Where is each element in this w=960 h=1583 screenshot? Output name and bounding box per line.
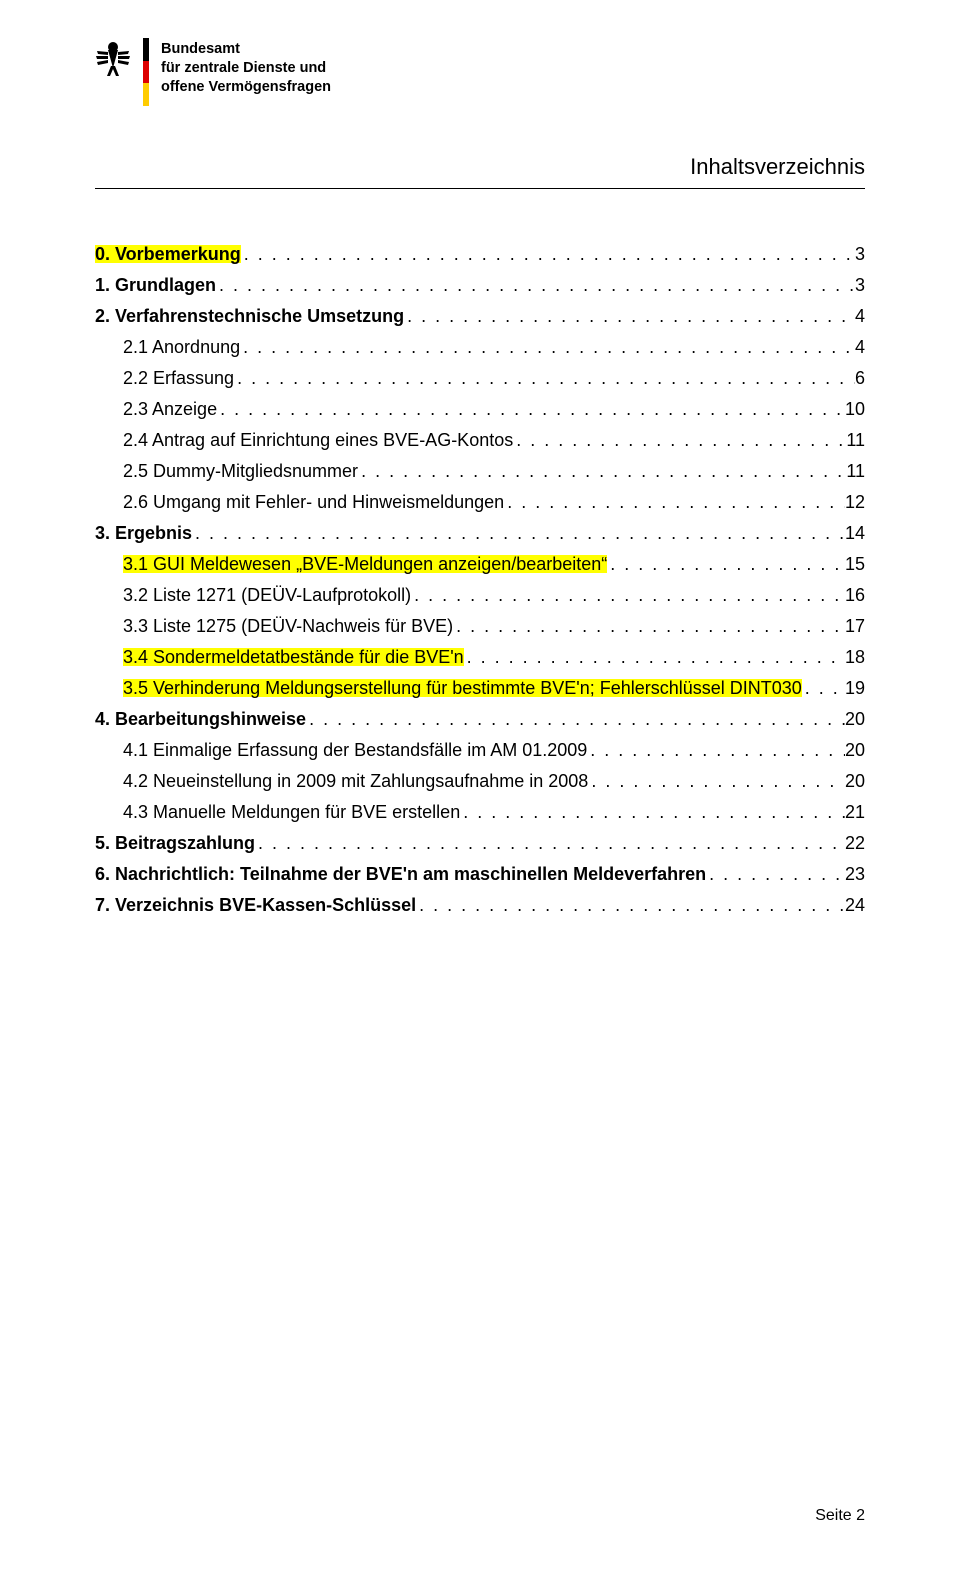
toc-leader-dots: . . . . . . . . . . . . . . . . . . . . … <box>306 710 845 728</box>
toc-entry-page: 17 <box>845 617 865 635</box>
page-title: Inhaltsverzeichnis <box>95 154 865 189</box>
toc-entry[interactable]: 2. Verfahrenstechnische Umsetzung. . . .… <box>95 307 865 325</box>
toc-entry-page: 3 <box>855 245 865 263</box>
page-container: Bundesamt für zentrale Dienste und offen… <box>0 0 960 967</box>
toc-leader-dots: . . . . . . . . . . . . . . . . . . . . … <box>411 586 845 604</box>
toc-entry-page: 4 <box>855 338 865 356</box>
toc-entry-label: 4.2 Neueinstellung in 2009 mit Zahlungsa… <box>123 772 588 790</box>
toc-entry-label: 4.1 Einmalige Erfassung der Bestandsfäll… <box>123 741 587 759</box>
toc-leader-dots: . . . . . . . . . . . . . . . . . . . . … <box>216 276 855 294</box>
toc-entry-label: 3.3 Liste 1275 (DEÜV-Nachweis für BVE) <box>123 617 453 635</box>
toc-entry-page: 11 <box>846 431 865 449</box>
toc-entry[interactable]: 7. Verzeichnis BVE-Kassen-Schlüssel. . .… <box>95 896 865 914</box>
toc-leader-dots: . . . . . . . . . . . . . . . . . . . . … <box>358 462 846 480</box>
toc-entry-page: 19 <box>845 679 865 697</box>
toc-entry-label: 6. Nachrichtlich: Teilnahme der BVE'n am… <box>95 865 706 883</box>
toc-entry-label: 3.4 Sondermeldetatbestände für die BVE'n <box>123 648 464 666</box>
toc-entry[interactable]: 3.4 Sondermeldetatbestände für die BVE'n… <box>123 648 865 666</box>
toc-entry[interactable]: 3.3 Liste 1275 (DEÜV-Nachweis für BVE). … <box>123 617 865 635</box>
toc-entry-label: 2.5 Dummy-Mitgliedsnummer <box>123 462 358 480</box>
header-logo: Bundesamt für zentrale Dienste und offen… <box>95 38 865 106</box>
toc-entry-label: 3.1 GUI Meldewesen „BVE-Meldungen anzeig… <box>123 555 607 573</box>
toc-entry[interactable]: 6. Nachrichtlich: Teilnahme der BVE'n am… <box>95 865 865 883</box>
toc-entry-label: 2. Verfahrenstechnische Umsetzung <box>95 307 404 325</box>
toc-leader-dots: . . . . . . . . . . . . . . . . . . . . … <box>234 369 855 387</box>
toc-entry[interactable]: 4. Bearbeitungshinweise. . . . . . . . .… <box>95 710 865 728</box>
toc-entry-page: 20 <box>845 772 865 790</box>
toc-entry-page: 14 <box>845 524 865 542</box>
toc-leader-dots: . . . . . . . . . . . . . . . . . . . . … <box>240 338 855 356</box>
toc-entry[interactable]: 3. Ergebnis. . . . . . . . . . . . . . .… <box>95 524 865 542</box>
toc-entry-page: 16 <box>845 586 865 604</box>
toc-entry-page: 23 <box>845 865 865 883</box>
toc-entry-label: 2.3 Anzeige <box>123 400 217 418</box>
toc-leader-dots: . . . . . . . . . . . . . . . . . . . . … <box>217 400 845 418</box>
toc-leader-dots: . . . . . . . . . . . . . . . . . . . . … <box>404 307 855 325</box>
toc-entry-page: 11 <box>846 462 865 480</box>
toc-leader-dots: . . . . . . . . . . . . . . . . . . . . … <box>453 617 845 635</box>
toc-entry-label: 3. Ergebnis <box>95 524 192 542</box>
toc-entry-page: 15 <box>845 555 865 573</box>
toc-entry-page: 20 <box>845 710 865 728</box>
toc-entry[interactable]: 3.5 Verhinderung Meldungserstellung für … <box>123 679 865 697</box>
toc-entry[interactable]: 4.2 Neueinstellung in 2009 mit Zahlungsa… <box>123 772 865 790</box>
table-of-contents: 0. Vorbemerkung . . . . . . . . . . . . .… <box>95 245 865 914</box>
toc-leader-dots: . . . . . . . . . . . . . . . . . . . . … <box>587 741 845 759</box>
toc-leader-dots: . . . . . . . . . . . . . . . . . . . . … <box>513 431 846 449</box>
toc-entry[interactable]: 2.2 Erfassung. . . . . . . . . . . . . .… <box>123 369 865 387</box>
toc-entry-page: 10 <box>845 400 865 418</box>
toc-entry-page: 22 <box>845 834 865 852</box>
toc-entry[interactable]: 2.4 Antrag auf Einrichtung eines BVE-AG-… <box>123 431 865 449</box>
toc-entry-page: 6 <box>855 369 865 387</box>
toc-entry[interactable]: 5. Beitragszahlung. . . . . . . . . . . … <box>95 834 865 852</box>
toc-entry[interactable]: 2.1 Anordnung. . . . . . . . . . . . . .… <box>123 338 865 356</box>
toc-entry[interactable]: 4.1 Einmalige Erfassung der Bestandsfäll… <box>123 741 865 759</box>
toc-leader-dots: . . . . . . . . . . . . . . . . . . . . … <box>588 772 845 790</box>
agency-line1: Bundesamt <box>161 41 240 57</box>
toc-entry-page: 18 <box>845 648 865 666</box>
toc-leader-dots: . . . . . . . . . . . . . . . . . . . . … <box>255 834 845 852</box>
toc-entry-label: 4.3 Manuelle Meldungen für BVE erstellen <box>123 803 460 821</box>
toc-leader-dots: . . . . . . . . . . . . . . . . . . . . … <box>607 555 845 573</box>
toc-entry[interactable]: 3.1 GUI Meldewesen „BVE-Meldungen anzeig… <box>123 555 865 573</box>
toc-leader-dots: . . . . . . . . . . . . . . . . . . . . … <box>460 803 845 821</box>
toc-entry-label: 5. Beitragszahlung <box>95 834 255 852</box>
toc-entry-page: 24 <box>845 896 865 914</box>
toc-entry-label: 7. Verzeichnis BVE-Kassen-Schlüssel <box>95 896 416 914</box>
toc-entry-label: 1. Grundlagen <box>95 276 216 294</box>
toc-entry[interactable]: 2.5 Dummy-Mitgliedsnummer. . . . . . . .… <box>123 462 865 480</box>
agency-line3: offene Vermögensfragen <box>161 79 331 95</box>
german-flag-bar <box>143 38 149 106</box>
toc-entry[interactable]: 2.3 Anzeige. . . . . . . . . . . . . . .… <box>123 400 865 418</box>
toc-leader-dots: . . . . . . . . . . . . . . . . . . . . … <box>802 679 845 697</box>
toc-entry-label: 2.4 Antrag auf Einrichtung eines BVE-AG-… <box>123 431 513 449</box>
footer-page-number: Seite 2 <box>815 1507 865 1525</box>
toc-entry[interactable]: 2.6 Umgang mit Fehler- und Hinweismeldun… <box>123 493 865 511</box>
agency-line2: für zentrale Dienste und <box>161 60 326 76</box>
toc-entry[interactable]: 3.2 Liste 1271 (DEÜV-Laufprotokoll). . .… <box>123 586 865 604</box>
toc-entry-page: 12 <box>845 493 865 511</box>
toc-entry[interactable]: 0. Vorbemerkung. . . . . . . . . . . . .… <box>95 245 865 263</box>
toc-leader-dots: . . . . . . . . . . . . . . . . . . . . … <box>416 896 845 914</box>
toc-entry[interactable]: 4.3 Manuelle Meldungen für BVE erstellen… <box>123 803 865 821</box>
toc-leader-dots: . . . . . . . . . . . . . . . . . . . . … <box>464 648 845 666</box>
toc-entry-label: 2.1 Anordnung <box>123 338 240 356</box>
toc-entry-page: 20 <box>845 741 865 759</box>
toc-entry-label: 0. Vorbemerkung <box>95 245 241 263</box>
toc-entry-label: 2.6 Umgang mit Fehler- und Hinweismeldun… <box>123 493 504 511</box>
toc-entry-page: 3 <box>855 276 865 294</box>
toc-leader-dots: . . . . . . . . . . . . . . . . . . . . … <box>192 524 845 542</box>
toc-entry-label: 4. Bearbeitungshinweise <box>95 710 306 728</box>
toc-entry-page: 4 <box>855 307 865 325</box>
toc-entry[interactable]: 1. Grundlagen. . . . . . . . . . . . . .… <box>95 276 865 294</box>
toc-leader-dots: . . . . . . . . . . . . . . . . . . . . … <box>504 493 845 511</box>
toc-entry-page: 21 <box>845 803 865 821</box>
toc-entry-label: 3.2 Liste 1271 (DEÜV-Laufprotokoll) <box>123 586 411 604</box>
toc-leader-dots: . . . . . . . . . . . . . . . . . . . . … <box>241 245 855 263</box>
toc-entry-label: 2.2 Erfassung <box>123 369 234 387</box>
eagle-icon <box>95 38 131 78</box>
toc-entry-label: 3.5 Verhinderung Meldungserstellung für … <box>123 679 802 697</box>
toc-leader-dots: . . . . . . . . . . . . . . . . . . . . … <box>706 865 845 883</box>
agency-name: Bundesamt für zentrale Dienste und offen… <box>161 38 331 97</box>
